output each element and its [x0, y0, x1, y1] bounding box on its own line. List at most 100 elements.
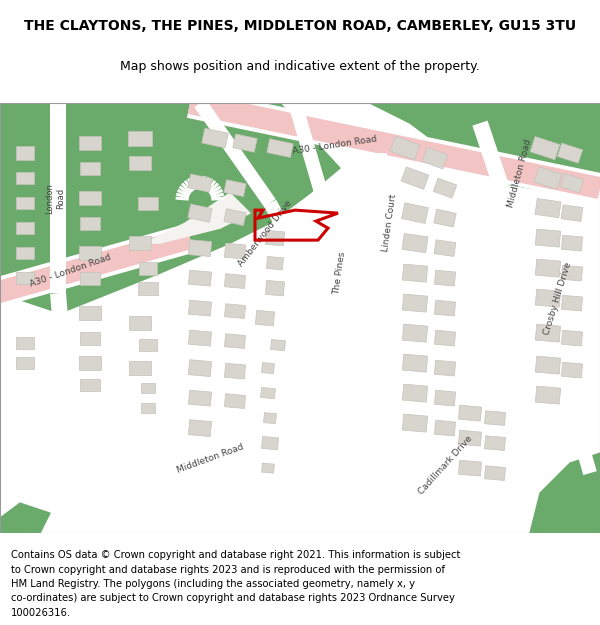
Polygon shape [401, 202, 428, 224]
Polygon shape [352, 284, 365, 294]
Polygon shape [206, 180, 216, 192]
Polygon shape [224, 274, 245, 289]
Polygon shape [209, 186, 221, 195]
Polygon shape [16, 337, 34, 349]
Polygon shape [425, 468, 485, 528]
Polygon shape [129, 236, 151, 250]
Polygon shape [402, 234, 428, 253]
Polygon shape [348, 278, 362, 282]
Polygon shape [141, 403, 155, 413]
Polygon shape [0, 503, 50, 533]
Polygon shape [458, 405, 482, 421]
Polygon shape [374, 409, 436, 478]
Polygon shape [386, 282, 400, 291]
Text: A30 - London Road: A30 - London Road [28, 253, 112, 289]
Polygon shape [224, 180, 246, 196]
Polygon shape [199, 176, 202, 189]
Polygon shape [188, 270, 212, 286]
Polygon shape [79, 136, 101, 150]
Polygon shape [382, 288, 393, 301]
Polygon shape [535, 229, 560, 247]
Polygon shape [202, 176, 209, 190]
Polygon shape [535, 324, 560, 342]
Polygon shape [522, 312, 548, 404]
Polygon shape [224, 304, 245, 319]
Polygon shape [562, 362, 583, 378]
Polygon shape [535, 199, 561, 217]
Text: Linden Court: Linden Court [382, 194, 398, 252]
Polygon shape [403, 384, 428, 402]
Polygon shape [16, 272, 34, 284]
Polygon shape [361, 289, 370, 302]
Polygon shape [128, 131, 152, 146]
Polygon shape [373, 153, 387, 243]
Polygon shape [266, 256, 283, 270]
Polygon shape [562, 265, 583, 281]
Polygon shape [433, 178, 457, 198]
Polygon shape [383, 286, 396, 298]
Polygon shape [561, 205, 583, 221]
Polygon shape [350, 282, 364, 291]
Polygon shape [472, 121, 518, 216]
Polygon shape [403, 414, 428, 432]
Polygon shape [434, 420, 455, 436]
Polygon shape [233, 134, 257, 152]
Polygon shape [562, 235, 583, 251]
Polygon shape [557, 143, 583, 163]
Polygon shape [139, 262, 157, 274]
Polygon shape [138, 197, 158, 209]
Polygon shape [562, 330, 583, 346]
Polygon shape [434, 270, 455, 286]
Polygon shape [145, 193, 250, 243]
Polygon shape [530, 136, 560, 160]
Polygon shape [176, 197, 189, 201]
Polygon shape [177, 189, 190, 197]
Polygon shape [385, 284, 398, 294]
Text: Amberwood Drive: Amberwood Drive [236, 198, 293, 268]
Polygon shape [265, 231, 284, 246]
Polygon shape [129, 316, 151, 330]
Text: A30 - London Road: A30 - London Road [292, 134, 378, 156]
Polygon shape [76, 367, 203, 449]
Polygon shape [263, 412, 277, 424]
Polygon shape [0, 224, 194, 308]
Polygon shape [138, 282, 158, 294]
Polygon shape [188, 390, 212, 406]
Polygon shape [434, 390, 455, 406]
Polygon shape [80, 332, 100, 344]
Polygon shape [401, 167, 429, 189]
Polygon shape [211, 192, 224, 199]
Polygon shape [264, 200, 326, 296]
Polygon shape [380, 289, 389, 302]
Polygon shape [194, 176, 200, 189]
Polygon shape [179, 186, 191, 195]
Polygon shape [191, 176, 197, 190]
Polygon shape [79, 191, 101, 205]
Polygon shape [208, 182, 219, 194]
Text: THE CLAYTONS, THE PINES, MIDDLETON ROAD, CAMBERLEY, GU15 3TU: THE CLAYTONS, THE PINES, MIDDLETON ROAD,… [24, 19, 576, 33]
Polygon shape [181, 182, 193, 194]
Polygon shape [188, 204, 212, 222]
Polygon shape [188, 300, 212, 316]
Polygon shape [530, 453, 600, 533]
Polygon shape [187, 178, 196, 191]
Polygon shape [210, 189, 223, 197]
Polygon shape [434, 209, 456, 227]
Polygon shape [224, 394, 245, 409]
Polygon shape [376, 291, 381, 305]
Polygon shape [434, 240, 456, 256]
Text: Crosby Hill Drive: Crosby Hill Drive [542, 261, 574, 336]
Polygon shape [354, 286, 367, 298]
Polygon shape [202, 128, 228, 148]
Polygon shape [262, 436, 278, 450]
Polygon shape [224, 363, 245, 379]
Polygon shape [535, 356, 560, 374]
Polygon shape [16, 247, 34, 259]
Text: Contains OS data © Crown copyright and database right 2021. This information is : Contains OS data © Crown copyright and d… [11, 550, 460, 618]
Polygon shape [224, 334, 245, 349]
Polygon shape [422, 148, 448, 169]
Polygon shape [458, 460, 482, 476]
Text: Map shows position and indicative extent of the property.: Map shows position and indicative extent… [120, 60, 480, 73]
Polygon shape [314, 289, 386, 387]
Polygon shape [365, 290, 373, 304]
